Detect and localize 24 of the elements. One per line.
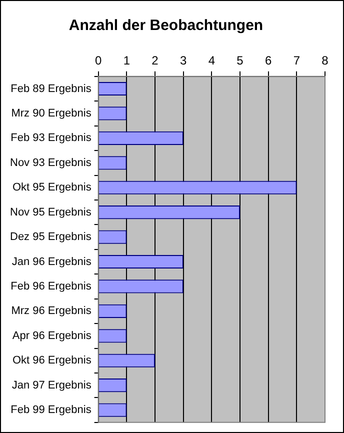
y-tick-label: Okt 96 Ergebnis: [12, 354, 92, 367]
y-tick-label: Feb 96 Ergebnis: [10, 280, 92, 293]
y-tick-label: Nov 93 Ergebnis: [10, 156, 92, 169]
y-tick-label: Okt 95 Ergebnis: [12, 182, 92, 194]
x-tick-label: 0: [94, 54, 102, 68]
x-tick-label: 5: [236, 54, 244, 68]
y-tick-label: Feb 99 Ergebnis: [10, 404, 92, 416]
x-tick-label: 4: [208, 54, 216, 68]
x-tick-label: 8: [322, 54, 329, 68]
y-tick-label: Jan 96 Ergebnis: [12, 256, 92, 268]
y-tick-label: Apr 96 Ergebnis: [12, 330, 92, 342]
y-tick-label: Mrz 96 Ergebnis: [11, 305, 92, 318]
y-tick-label: Jan 97 Ergebnis: [12, 379, 92, 392]
y-tick-label: Dez 95 Ergebnis: [10, 231, 92, 244]
x-tick-label: 2: [152, 54, 159, 68]
x-tick-label: 6: [264, 54, 272, 68]
y-tick-label: Feb 93 Ergebnis: [10, 132, 92, 144]
chart-title: Anzahl der Beobachtungen: [68, 17, 264, 34]
y-tick-label: Nov 95 Ergebnis: [10, 206, 92, 218]
x-tick-label: 1: [123, 54, 130, 68]
y-tick-label: Feb 89 Ergebnis: [10, 82, 92, 95]
x-tick-label: 7: [293, 54, 300, 68]
x-tick-label: 3: [180, 54, 187, 68]
y-tick-label: Mrz 90 Ergebnis: [11, 108, 92, 120]
